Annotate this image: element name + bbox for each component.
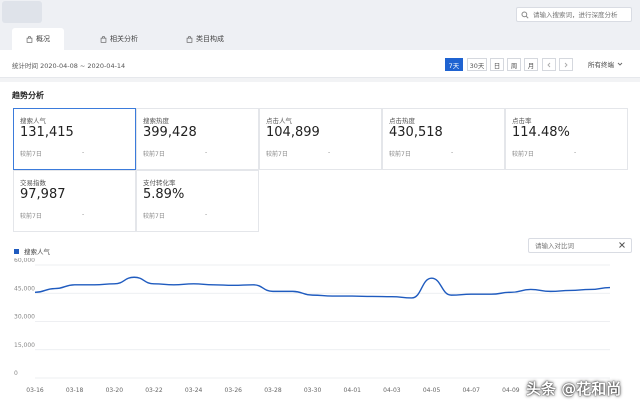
metric-card-click-rate[interactable]: 点击率 114.48% 较前7日 - — [505, 108, 628, 170]
x-tick-label: 03-30 — [304, 387, 322, 394]
metric-label: 交易指数 — [20, 179, 46, 187]
metric-card-click-popularity[interactable]: 点击人气 104,899 较前7日 - — [259, 108, 382, 170]
y-tick-label: 15,000 — [14, 342, 35, 349]
tab-overview[interactable]: 概况 — [12, 28, 64, 50]
x-tick-label: 03-22 — [145, 387, 163, 394]
bag-icon — [26, 35, 33, 43]
close-icon[interactable] — [618, 241, 626, 249]
prev-period-button[interactable] — [542, 58, 556, 71]
x-tick-label: 04-05 — [423, 387, 441, 394]
compare-word-box[interactable] — [528, 238, 632, 253]
metric-change: - — [205, 211, 208, 218]
search-input[interactable] — [533, 10, 629, 19]
period-7d-button[interactable]: 7天 — [445, 58, 463, 71]
metric-compare: 较前7日 — [143, 151, 165, 158]
chevron-down-icon — [617, 62, 623, 66]
legend-label: 搜索人气 — [24, 248, 50, 256]
metric-label: 点击人气 — [266, 117, 292, 125]
period-30d-button[interactable]: 30天 — [467, 58, 487, 71]
terminal-select-value: 所有终端 — [588, 61, 614, 69]
x-tick-label: 03-20 — [106, 387, 124, 394]
metric-card-payment-conversion[interactable]: 支付转化率 5.89% 较前7日 - — [136, 170, 259, 232]
metric-label: 点击热度 — [389, 117, 415, 125]
metric-card-search-heat[interactable]: 搜索热度 399,428 较前7日 - — [136, 108, 259, 170]
chevron-right-icon — [564, 62, 568, 67]
x-tick-label: 04-03 — [383, 387, 401, 394]
tab-bar: 概况 相关分析 类目构成 — [0, 28, 640, 50]
x-tick-label: 04-09 — [502, 387, 520, 394]
period-day-button[interactable]: 日 — [490, 58, 504, 71]
bag-icon — [186, 35, 193, 43]
metric-label: 搜索人气 — [20, 117, 46, 125]
metric-compare: 较前7日 — [20, 151, 42, 158]
terminal-select[interactable]: 所有终端 — [588, 59, 623, 69]
y-tick-label: 45,000 — [14, 285, 35, 292]
logo — [2, 1, 42, 23]
metric-compare: 较前7日 — [512, 151, 534, 158]
panel-title: 趋势分析 — [12, 91, 44, 100]
metric-card-click-heat[interactable]: 点击热度 430,518 较前7日 - — [382, 108, 505, 170]
period-week-button[interactable]: 周 — [507, 58, 521, 71]
tab-category-composition[interactable]: 类目构成 — [178, 28, 232, 50]
metric-value: 114.48% — [512, 125, 570, 140]
x-tick-label: 04-01 — [344, 387, 362, 394]
chevron-left-icon — [547, 62, 551, 67]
tab-label: 概况 — [36, 35, 50, 43]
metric-change: - — [82, 211, 85, 218]
metric-compare: 较前7日 — [389, 151, 411, 158]
top-bar — [0, 0, 640, 28]
metric-compare: 较前7日 — [266, 151, 288, 158]
y-tick-label: 30,000 — [14, 314, 35, 321]
metric-value: 131,415 — [20, 125, 74, 140]
x-tick-label: 03-28 — [264, 387, 282, 394]
metric-change: - — [451, 149, 454, 156]
metric-change: - — [574, 149, 577, 156]
metric-value: 104,899 — [266, 125, 320, 140]
metric-label: 搜索热度 — [143, 117, 169, 125]
compare-word-input[interactable] — [535, 241, 617, 250]
chart-legend[interactable]: 搜索人气 — [14, 246, 50, 256]
metric-value: 430,518 — [389, 125, 443, 140]
trend-panel: 趋势分析 搜索人气 131,415 较前7日 - 搜索热度 399,428 较前… — [0, 82, 640, 410]
watermark-text: 头条 @花和尚 — [526, 380, 622, 398]
period-month-button[interactable]: 月 — [524, 58, 538, 71]
y-tick-label: 0 — [14, 370, 18, 377]
search-icon — [521, 10, 529, 19]
metric-change: - — [205, 149, 208, 156]
series-line-search-popularity — [34, 276, 611, 299]
search-box[interactable] — [516, 7, 632, 22]
metric-change: - — [82, 149, 85, 156]
x-tick-label: 03-18 — [66, 387, 84, 394]
metric-label: 点击率 — [512, 117, 532, 125]
tab-related-analysis[interactable]: 相关分析 — [92, 28, 146, 50]
tab-label: 相关分析 — [110, 35, 138, 43]
x-tick-label: 03-26 — [225, 387, 243, 394]
metric-card-search-popularity[interactable]: 搜索人气 131,415 较前7日 - — [13, 108, 136, 170]
x-tick-label: 04-07 — [462, 387, 480, 394]
metric-compare: 较前7日 — [143, 213, 165, 220]
x-tick-label: 03-24 — [185, 387, 203, 394]
metric-value: 399,428 — [143, 125, 197, 140]
metric-compare: 较前7日 — [20, 213, 42, 220]
bag-icon — [100, 35, 107, 43]
trend-chart: 60,000 45,000 30,000 15,000 0 03-16 03-18 03-20… — [14, 258, 611, 394]
legend-swatch — [14, 248, 19, 254]
metric-card-transaction-index[interactable]: 交易指数 97,987 较前7日 - — [13, 170, 136, 232]
tab-label: 类目构成 — [196, 35, 224, 43]
metric-value: 97,987 — [20, 187, 66, 202]
date-bar: 统计时间 2020-04-08 ~ 2020-04-14 7天 30天 日 周 … — [0, 50, 640, 78]
x-tick-label: 03-16 — [26, 387, 44, 394]
metric-label: 支付转化率 — [143, 179, 176, 187]
stat-time: 统计时间 2020-04-08 ~ 2020-04-14 — [12, 62, 126, 70]
metric-value: 5.89% — [143, 187, 185, 202]
metric-change: - — [328, 149, 331, 156]
y-tick-label: 60,000 — [14, 258, 35, 264]
next-period-button[interactable] — [559, 58, 573, 71]
